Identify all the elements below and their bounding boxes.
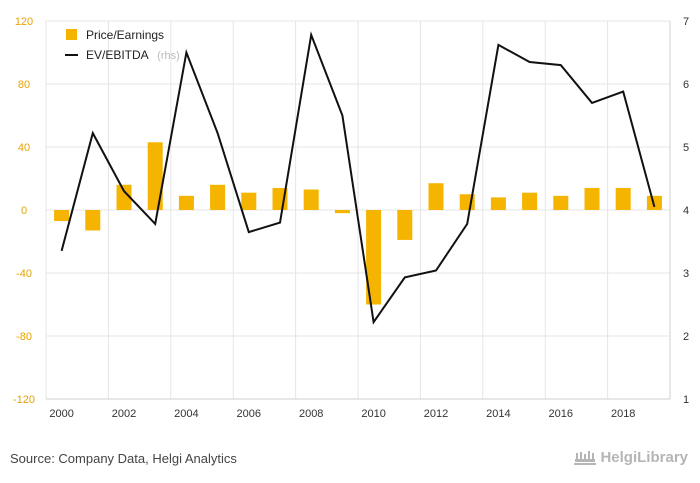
bar-price-earnings-2010 (366, 210, 382, 305)
y-right-tick-label: 3 (683, 268, 689, 280)
ev-ebitda-line (60, 31, 656, 325)
legend: Price/Earnings EV/EBITDA (rhs) (65, 28, 180, 63)
bar-price-earnings-2004 (178, 195, 194, 210)
bar-price-earnings-2014 (490, 197, 506, 210)
brand-name: HelgiLibrary (600, 449, 688, 466)
legend-label-price-earnings: Price/Earnings (86, 28, 164, 42)
x-tick-label: 2006 (237, 408, 261, 420)
x-tick-label: 2018 (611, 408, 635, 420)
y-left-tick-label: -80 (16, 331, 32, 343)
bar-price-earnings-2005 (210, 184, 226, 210)
y-left-tick-label: -120 (13, 394, 35, 406)
bar-price-earnings-2006 (241, 192, 257, 210)
x-tick-label: 2010 (361, 408, 385, 420)
ev-ebitda-line-group (60, 31, 656, 325)
bar-price-earnings-2008 (303, 189, 319, 210)
bar-price-earnings-2016 (553, 195, 569, 210)
y-right-tick-label: 4 (683, 205, 689, 217)
bar-price-earnings-2012 (428, 183, 444, 210)
y-left-tick-label: 120 (15, 16, 33, 28)
legend-label-ev-ebitda: EV/EBITDA (rhs) (86, 46, 180, 63)
bar-price-earnings-2003 (147, 142, 163, 210)
bar-price-earnings-2017 (584, 187, 600, 210)
y-right-tick-label: 5 (683, 142, 689, 154)
library-icon (574, 450, 597, 465)
y-left-tick-label: 80 (18, 79, 30, 91)
bar-price-earnings-2011 (397, 210, 413, 240)
y-right-tick-label: 1 (683, 394, 689, 406)
y-left-tick-label: 40 (18, 142, 30, 154)
legend-label-ev-ebitda-name: EV/EBITDA (86, 48, 149, 62)
bar-price-earnings-2002 (116, 184, 132, 210)
y-left-tick-label: 0 (21, 205, 27, 217)
x-tick-label: 2014 (486, 408, 510, 420)
legend-label-rhs: (rhs) (157, 50, 180, 62)
bar-price-earnings-2000 (54, 210, 70, 222)
x-tick-label: 2016 (549, 408, 573, 420)
grid (45, 20, 671, 400)
x-tick-label: 2008 (299, 408, 323, 420)
legend-swatch-price-earnings (66, 29, 77, 40)
x-tick-label: 2004 (174, 408, 198, 420)
source-note: Source: Company Data, Helgi Analytics (10, 451, 237, 466)
y-right-tick-label: 2 (683, 331, 689, 343)
x-tick-label: 2002 (112, 408, 136, 420)
y-right-tick-label: 6 (683, 79, 689, 91)
bar-price-earnings-2018 (615, 187, 631, 210)
x-tick-label: 2012 (424, 408, 448, 420)
bar-price-earnings-2019 (646, 195, 662, 210)
bar-price-earnings-2001 (85, 210, 101, 231)
y-left-tick-label: -40 (16, 268, 32, 280)
brand-logo: HelgiLibrary (574, 449, 688, 466)
bar-price-earnings-2015 (522, 192, 538, 210)
y-right-tick-label: 7 (683, 16, 689, 28)
bar-price-earnings-2009 (334, 210, 350, 214)
axes: 120 80 40 0 -40 -80 -120 7 6 5 4 3 2 1 2000 2002 2004 200… (13, 16, 689, 420)
x-tick-label: 2000 (49, 408, 73, 420)
